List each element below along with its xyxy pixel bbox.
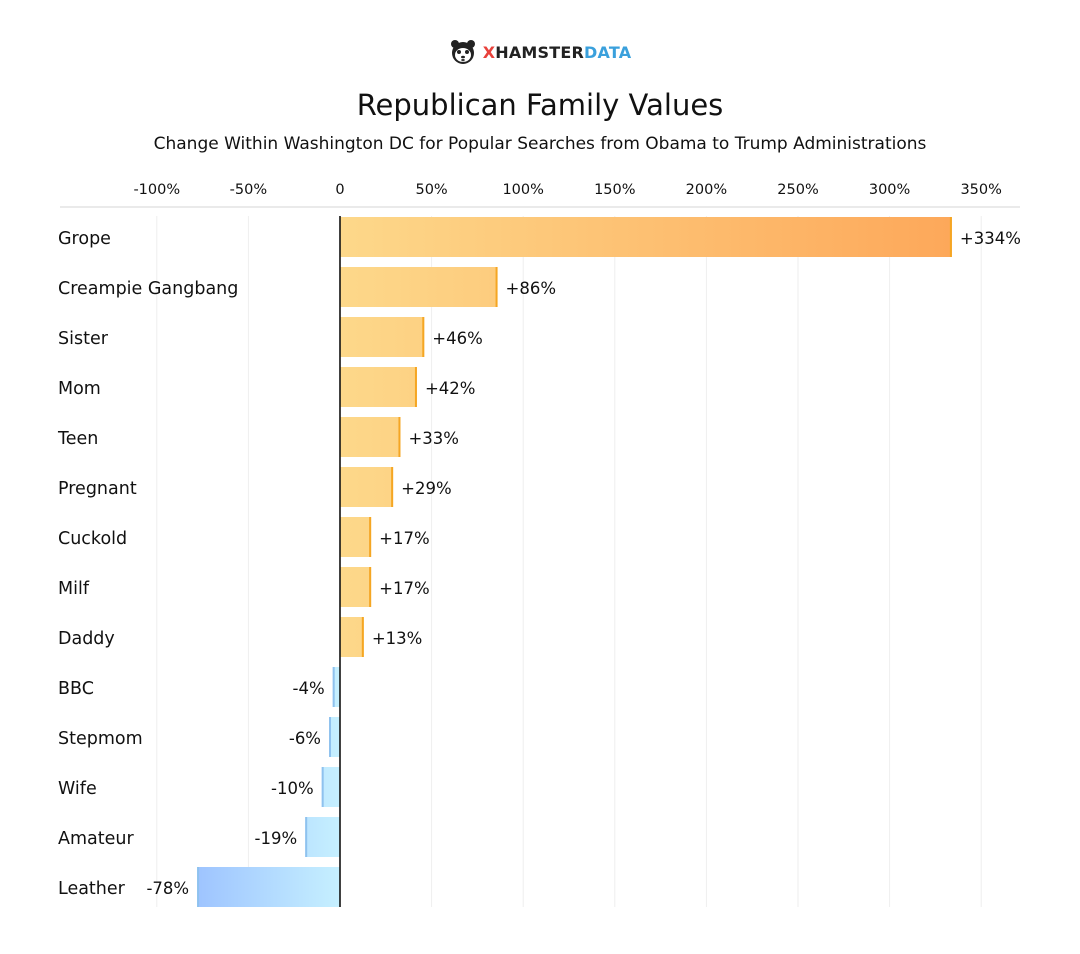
bar-edge (197, 867, 200, 907)
category-label: Grope (58, 229, 111, 249)
data-label: -10% (271, 779, 314, 798)
x-tick-label: -50% (230, 182, 267, 198)
bar-sister (340, 317, 425, 357)
bar-wife (321, 767, 340, 807)
value-labels: +334% +86% +46% +42% +33% +29% +17% +17% +13% -4%… (146, 229, 1020, 898)
data-label: -19% (255, 829, 298, 848)
x-tick-label: 300% (869, 182, 910, 198)
data-label: +46% (432, 329, 483, 348)
category-label: Stepmom (58, 729, 143, 749)
bar-edge (391, 467, 394, 507)
bar-stepmom (329, 717, 340, 757)
category-label: Mom (58, 379, 101, 399)
bar-mom (340, 367, 417, 407)
category-label: Milf (58, 579, 90, 599)
bar-edge (495, 267, 498, 307)
bar-bbc (332, 667, 340, 707)
bar-edge (369, 517, 372, 557)
bar-cuckold (340, 517, 372, 557)
bar-edge (414, 367, 417, 407)
data-label: +29% (401, 479, 452, 498)
x-tick-label: 100% (502, 182, 543, 198)
bar-pregnant (340, 467, 394, 507)
logo-text: XHAMSTERDATA (483, 43, 632, 62)
category-label: Cuckold (58, 529, 127, 549)
bar-edge (949, 217, 952, 257)
bar-edge (329, 717, 332, 757)
data-label: +33% (408, 429, 459, 448)
chart-title: Republican Family Values (356, 88, 724, 122)
x-tick-label: 200% (686, 182, 727, 198)
category-labels: Grope Creampie Gangbang Sister Mom Teen Pregn… (57, 229, 238, 899)
x-tick-label: 350% (960, 182, 1001, 198)
bar-teen (340, 417, 401, 457)
data-label: +17% (379, 579, 430, 598)
bar-edge (321, 767, 324, 807)
x-tick-label: -100% (133, 182, 180, 198)
grid-lines (156, 216, 982, 907)
data-label: +13% (372, 629, 423, 648)
logo: XHAMSTERDATA (0, 38, 1080, 66)
chart-subtitle: Change Within Washington DC for Popular … (153, 134, 927, 154)
data-label: +17% (379, 529, 430, 548)
bar-grope (340, 217, 952, 257)
category-label: Pregnant (58, 479, 137, 499)
bars (197, 217, 952, 907)
data-label: +42% (425, 379, 476, 398)
logo-x: X (482, 42, 496, 62)
bar-creampie-gangbang (340, 267, 498, 307)
data-label: +334% (960, 229, 1021, 248)
logo-hamster: HAMSTER (495, 42, 585, 62)
data-label: +86% (506, 279, 557, 298)
bar-edge (398, 417, 401, 457)
x-tick-label: 150% (594, 182, 635, 198)
bar-milf (340, 567, 372, 607)
bar-edge (361, 617, 364, 657)
data-label: -6% (289, 729, 321, 748)
category-label: Amateur (58, 829, 134, 849)
bar-edge (305, 817, 308, 857)
data-label: -4% (293, 679, 325, 698)
x-axis: -100% -50% 0 50% 100% 150% 200% 250% 300% 350% (60, 182, 1020, 208)
bar-edge (369, 567, 372, 607)
logo-data: DATA (584, 42, 632, 62)
x-tick-label: 0 (335, 182, 344, 198)
category-label: Wife (58, 779, 97, 799)
x-tick-label: 250% (777, 182, 818, 198)
hamster-logo-icon (450, 40, 475, 64)
category-label: Creampie Gangbang (58, 279, 238, 299)
bar-leather (197, 867, 340, 907)
category-label: BBC (58, 679, 94, 699)
bar-amateur (305, 817, 340, 857)
bar-daddy (340, 617, 364, 657)
category-label: Leather (58, 879, 126, 899)
category-label: Sister (58, 329, 109, 349)
bar-edge (422, 317, 425, 357)
category-label: Daddy (58, 629, 115, 649)
x-tick-label: 50% (415, 182, 447, 198)
category-label: Teen (57, 429, 98, 449)
bar-edge (332, 667, 335, 707)
data-label: -78% (146, 879, 189, 898)
